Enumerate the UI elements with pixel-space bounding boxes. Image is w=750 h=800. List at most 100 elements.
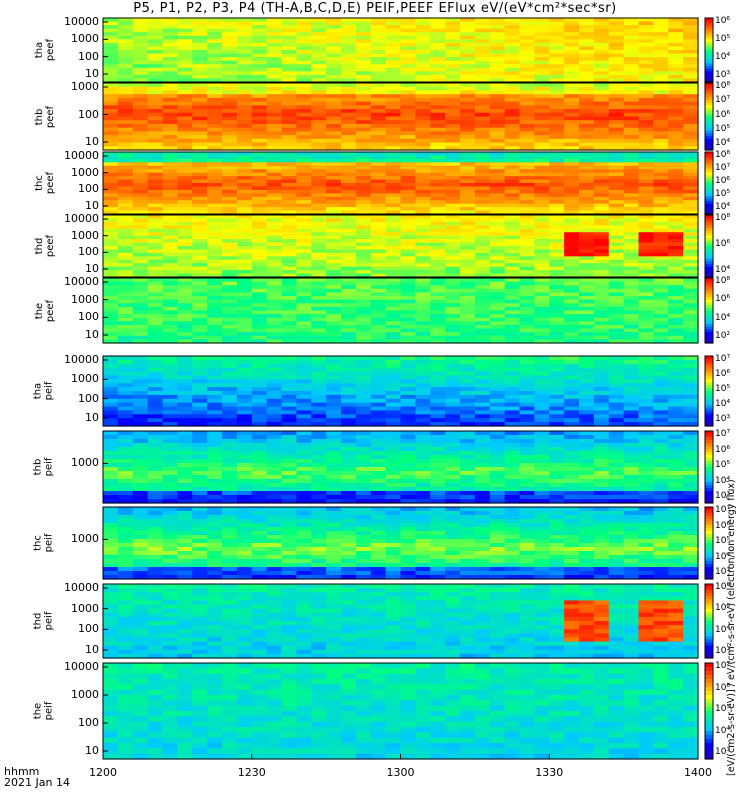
heatmap-cell [132, 218, 149, 223]
heatmap-cell [385, 402, 402, 408]
heatmap-cell [311, 83, 327, 88]
colorbar-segment [705, 296, 713, 301]
heatmap-cell [311, 228, 327, 233]
colorbar-segment [705, 58, 713, 62]
heatmap-cell [460, 228, 476, 233]
heatmap-cell [400, 371, 416, 377]
colorbar-segment [705, 138, 713, 143]
heatmap-cell [103, 158, 119, 163]
heatmap-cell [489, 398, 506, 404]
heatmap-cell [653, 200, 669, 205]
heatmap-cell [474, 252, 491, 257]
heatmap-cell [593, 288, 610, 294]
heatmap-cell [117, 455, 134, 460]
heatmap-cell [281, 25, 297, 30]
heatmap-cell [683, 221, 699, 226]
heatmap-cell [460, 127, 476, 132]
heatmap-cell [579, 273, 595, 278]
heatmap-cell [549, 158, 565, 163]
heatmap-cell [400, 483, 416, 488]
heatmap-cell [504, 259, 521, 264]
heatmap-cell [504, 463, 521, 468]
heatmap-cell [415, 196, 431, 201]
heatmap-cell [430, 142, 446, 147]
heatmap-cell [370, 210, 387, 215]
heatmap-cell [683, 215, 699, 220]
heatmap-cell [117, 218, 134, 223]
heatmap-cell [504, 410, 521, 415]
heatmap-cell [608, 371, 625, 377]
heatmap-cell [236, 363, 253, 369]
heatmap-cell [474, 116, 491, 121]
heatmap-cell [519, 292, 535, 297]
heatmap-cell [311, 97, 327, 103]
colorbar-segment [705, 313, 713, 317]
colorbar-segment [705, 230, 713, 234]
heatmap-cell [445, 410, 461, 415]
heatmap-cell [445, 270, 461, 275]
heatmap-cell [385, 64, 402, 69]
heatmap-cell [117, 306, 134, 312]
heatmap-cell [474, 112, 491, 118]
heatmap-cell [326, 499, 342, 504]
heatmap-cell [534, 398, 550, 404]
heatmap-cell [668, 285, 684, 290]
heatmap-cell [355, 210, 372, 215]
heatmap-cell [147, 25, 164, 30]
heatmap-cell [103, 42, 119, 48]
heatmap-cell [579, 109, 595, 114]
heatmap-cell [370, 383, 387, 388]
heatmap-cell [296, 152, 312, 157]
heatmap-cell [460, 35, 476, 40]
heatmap-cell [683, 263, 699, 268]
heatmap-cell [683, 228, 699, 233]
colorbar-segment [705, 208, 713, 213]
heatmap-cell [489, 21, 506, 26]
heatmap-cell [162, 487, 178, 492]
heatmap-cell [549, 207, 565, 212]
heatmap-cell [326, 176, 342, 181]
heatmap-cell [668, 74, 684, 80]
heatmap-cell [638, 288, 654, 294]
heatmap-cell [355, 218, 372, 223]
heatmap-cell [683, 94, 699, 99]
heatmap-cell [608, 203, 625, 208]
heatmap-cell [474, 306, 491, 312]
heatmap-cell [103, 64, 119, 69]
heatmap-cell [579, 116, 595, 121]
heatmap-cell [593, 296, 610, 301]
heatmap-cell [608, 112, 625, 118]
heatmap-cell [415, 83, 431, 88]
colorbar-segment [705, 280, 713, 285]
heatmap-cell [266, 207, 283, 212]
heatmap-cell [132, 363, 149, 369]
heatmap-cell [534, 83, 550, 88]
heatmap-cell [430, 28, 446, 33]
heatmap-cell [192, 491, 208, 496]
heatmap-cell [579, 221, 595, 226]
heatmap-cell [117, 169, 134, 174]
heatmap-cell [311, 479, 327, 484]
heatmap-cell [236, 359, 253, 365]
heatmap-cell [311, 273, 327, 278]
heatmap-cell [311, 242, 327, 247]
heatmap-cell [103, 60, 119, 65]
heatmap-cell [385, 50, 402, 55]
heatmap-cell [117, 435, 134, 440]
heatmap-cell [668, 179, 684, 184]
heatmap-cell [668, 50, 684, 55]
heatmap-cell [593, 83, 610, 88]
heatmap-cell [400, 25, 416, 30]
heatmap-cell [192, 71, 208, 76]
heatmap-cell [103, 339, 119, 344]
heatmap-cell [489, 71, 506, 76]
heatmap-cell [519, 78, 535, 83]
heatmap-cell [147, 207, 164, 212]
heatmap-cell [415, 42, 431, 48]
heatmap-cell [117, 146, 134, 151]
heatmap-cell [326, 225, 342, 230]
colorbar-segment [705, 326, 713, 331]
heatmap-cell [474, 324, 491, 330]
heatmap-cell [534, 86, 550, 92]
panel-frame [102, 151, 699, 215]
